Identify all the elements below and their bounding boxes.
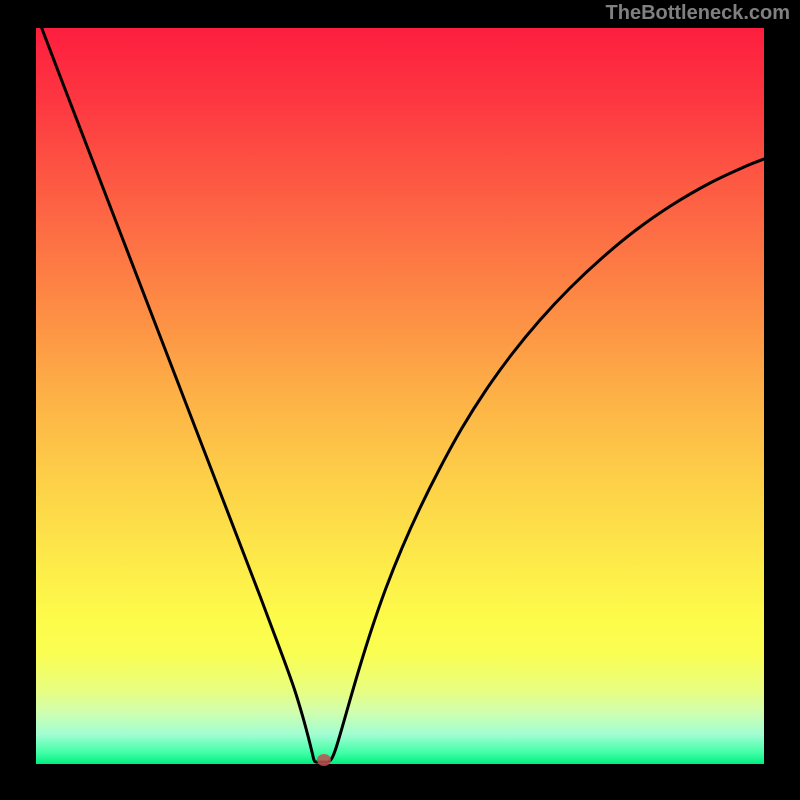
minimum-marker (317, 754, 331, 766)
chart-container: TheBottleneck.com (0, 0, 800, 800)
chart-svg (0, 0, 800, 800)
watermark-text: TheBottleneck.com (606, 2, 790, 25)
plot-background (36, 28, 764, 764)
